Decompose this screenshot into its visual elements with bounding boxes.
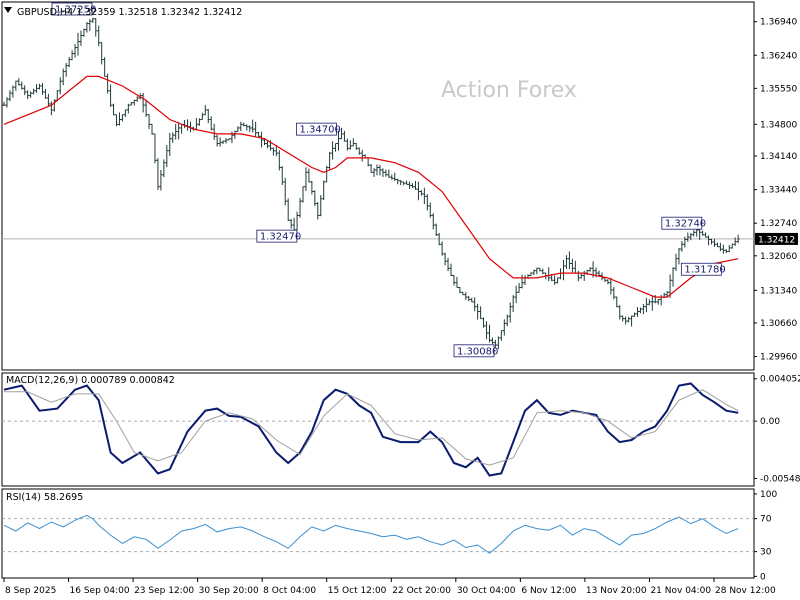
callout-box [661,216,703,230]
macd-series-macd [3,382,739,477]
rsi-tick-label: 70 [760,515,772,525]
rsi-tick-label: 0 [760,572,766,582]
x-tick-label: 22 Oct 20:00 [392,586,451,596]
y-axes: 1.36940 1.36240 1.35550 1.34800 1.34140 1.334… [754,18,800,582]
price-tick-label: 1.32740 [760,219,797,229]
x-tick-label: 8 Oct 04:00 [263,586,316,596]
macd-series-signal [4,389,739,466]
current-price-label: 1.32412 [758,235,795,245]
rsi-tick-label: 30 [760,548,772,558]
macd-tick-label: 0.00 [760,417,780,427]
price-tick-label: 1.34800 [760,120,797,130]
x-tick-label: 6 Nov 12:00 [521,586,576,596]
callout-box [296,122,337,136]
callout-label: 1.34700 [300,125,341,136]
x-axis: 8 Sep 2025 16 Sep 04:00 23 Sep 12:00 30 Sep… [3,578,776,596]
macd-title: MACD(12,26,9) 0.000789 0.000842 [6,375,175,386]
price-title: GBPUSD,H4 1.32359 1.32518 1.32342 1.3241… [17,7,242,18]
callout-label: 1.32740 [665,219,706,230]
callout-box [51,2,93,16]
x-tick-label: 23 Sep 12:00 [134,586,194,596]
x-tick-label: 28 Nov 12:00 [715,586,776,596]
rsi-line [3,514,739,554]
x-tick-label: 15 Oct 12:00 [328,586,387,596]
rsi-tick-label: 100 [760,490,777,500]
callout-box [680,262,722,276]
macd-pane-frame [1,372,755,487]
price-tick-label: 1.29960 [760,353,797,363]
x-tick-label: 30 Oct 04:00 [457,586,516,596]
price-tick-label: 1.36240 [760,51,797,61]
price-callouts: 1.37250 1.34700 1.32470 1.30080 1.32740 1.317… [51,2,726,358]
price-tick-label: 1.30660 [760,319,797,329]
callout-label: 1.31780 [684,265,725,276]
callout-label: 1.32470 [260,232,301,243]
moving-average-line [3,75,739,298]
price-plot [2,17,754,350]
x-tick-label: 8 Sep 2025 [5,586,56,596]
x-tick-label: 16 Sep 04:00 [70,586,130,596]
rsi-plot [2,514,754,554]
rsi-title: RSI(14) 58.2695 [6,492,83,503]
price-pane-frame [1,1,755,371]
macd-plot [2,382,754,477]
callout-label: 1.30080 [457,346,498,357]
callout-box [453,344,495,358]
rsi-pane-frame [1,488,755,579]
dropdown-arrow-icon[interactable] [4,7,12,13]
current-price-tag [755,232,798,245]
x-tick-label: 13 Nov 20:00 [586,586,647,596]
x-tick-label: 21 Nov 04:00 [650,586,711,596]
price-tick-label: 1.34140 [760,152,797,162]
macd-tick-label: 0.004052 [760,375,800,385]
macd-tick-label: -0.00548 [760,474,800,484]
callout-box [256,229,298,243]
price-tick-label: 1.35550 [760,84,797,94]
price-tick-label: 1.33440 [760,186,797,196]
x-tick-label: 30 Sep 20:00 [199,586,259,596]
callout-label: 1.37250 [55,5,96,16]
watermark: Action Forex [441,78,577,103]
price-tick-label: 1.32060 [760,252,797,262]
price-tick-label: 1.31340 [760,286,797,296]
price-tick-label: 1.36940 [760,18,797,28]
